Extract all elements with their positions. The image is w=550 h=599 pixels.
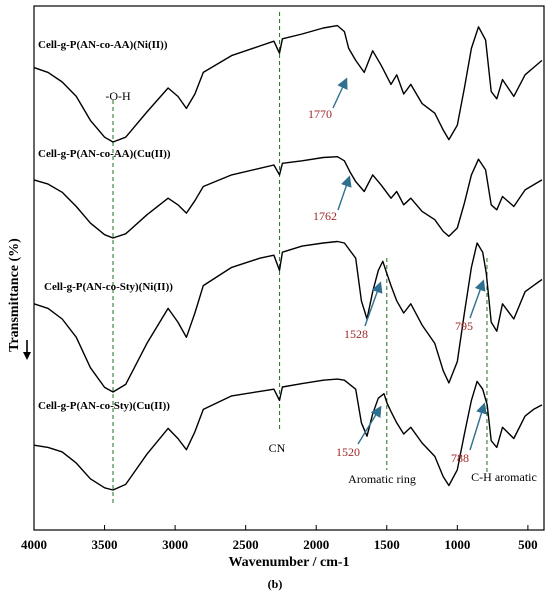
x-axis-ticks: 4000 3500 3000 2500 2000 1500 1000 500 [21, 525, 538, 552]
plot-frame [33, 5, 545, 531]
band-markers: -O-H CN Aromatic ring C-H aromatic [105, 12, 537, 505]
peak-arrow [469, 279, 486, 319]
x-tick-label: 1500 [374, 537, 400, 552]
spectrum-line-2 [33, 240, 543, 393]
x-tick-label: 2000 [303, 537, 329, 552]
peak-arrow [469, 402, 487, 451]
series-label-0: Cell-g-P(AN-co-AA)(Ni(II)) [38, 39, 168, 51]
x-tick-label: 2500 [233, 537, 259, 552]
series-label-3: Cell-g-P(AN-co-Sty)(Cu(II)) [38, 400, 170, 412]
peak-label: 1520 [336, 445, 360, 459]
peak-label: 1762 [313, 209, 337, 223]
peak-label: 788 [451, 451, 469, 465]
band-marker-label: Aromatic ring [348, 472, 416, 486]
spectrum-line-0 [33, 24, 543, 143]
x-tick-label: 500 [518, 537, 538, 552]
x-axis-title: Wavenumber / cm-1 [228, 555, 349, 570]
y-axis-title: Transmittance (%) [7, 238, 22, 352]
band-marker-label: C-H aromatic [471, 470, 537, 484]
peak-label: 1770 [308, 107, 332, 121]
x-tick-label: 4000 [21, 537, 47, 552]
peak-arrow [337, 175, 352, 211]
spectrum-line-1 [33, 156, 543, 239]
figure-caption: (b) [268, 577, 283, 591]
peak-arrow [357, 405, 382, 445]
peak-arrow [364, 281, 383, 327]
series-label-1: Cell-g-P(AN-co-AA)(Cu(II)) [38, 148, 171, 160]
x-tick-label: 3500 [92, 537, 118, 552]
band-marker-label: CN [269, 441, 286, 455]
peak-label: 795 [455, 319, 473, 333]
peak-arrow [332, 77, 348, 109]
band-marker-label: -O-H [105, 89, 131, 103]
series-label-2: Cell-g-P(AN-co-Sty)(Ni(II)) [44, 281, 173, 293]
x-tick-label: 3000 [162, 537, 188, 552]
spectrum-line-3 [33, 378, 543, 491]
spectra: Cell-g-P(AN-co-AA)(Ni(II)) Cell-g-P(AN-co… [33, 24, 543, 491]
y-axis-arrow [23, 340, 31, 360]
peak-annotations: 1770 1762 1528 795 1520 788 [308, 77, 487, 465]
x-tick-label: 1000 [444, 537, 470, 552]
peak-label: 1528 [344, 327, 368, 341]
